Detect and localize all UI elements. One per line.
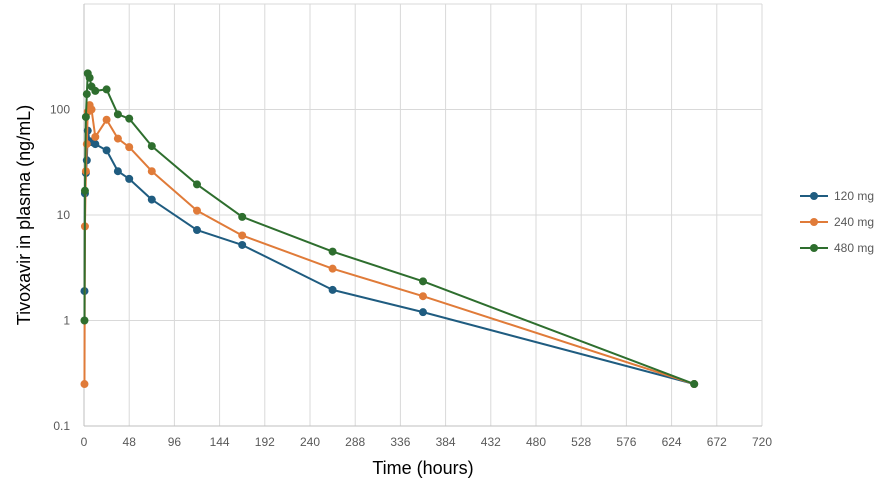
legend-swatch-marker	[810, 192, 818, 200]
data-point	[125, 174, 134, 183]
data-point	[328, 247, 337, 256]
y-tick-label: 1	[63, 314, 70, 328]
data-point	[193, 226, 201, 235]
y-tick-label: 0.1	[53, 419, 70, 433]
data-point	[238, 231, 247, 240]
x-tick-label: 528	[571, 435, 591, 449]
data-point	[419, 277, 427, 286]
data-point	[80, 316, 89, 325]
data-point	[87, 105, 96, 114]
x-tick-label: 0	[81, 435, 88, 449]
data-point	[125, 114, 134, 123]
legend-item: 240 mg	[800, 215, 874, 229]
x-tick-label: 96	[168, 435, 182, 449]
x-tick-label: 672	[707, 435, 727, 449]
data-point	[91, 140, 100, 149]
x-tick-label: 480	[526, 435, 546, 449]
legend-item: 480 mg	[800, 241, 874, 255]
y-axis-title: Tivoxavir in plasma (ng/mL)	[14, 105, 34, 325]
x-tick-label: 288	[345, 435, 365, 449]
data-point	[193, 206, 201, 215]
data-point	[91, 132, 100, 141]
data-point	[419, 308, 427, 317]
data-point	[102, 146, 111, 155]
legend: 120 mg 240 mg 480 mg	[800, 189, 874, 255]
data-point	[81, 112, 90, 121]
data-point	[102, 85, 111, 94]
data-point	[82, 90, 91, 99]
series-layer	[80, 69, 699, 389]
x-tick-label: 48	[123, 435, 137, 449]
data-point	[82, 140, 91, 149]
legend-item: 120 mg	[800, 189, 874, 203]
x-tick-label: 144	[210, 435, 230, 449]
data-point	[147, 167, 156, 176]
legend-label: 120 mg	[834, 189, 874, 203]
legend-label: 240 mg	[834, 215, 874, 229]
x-tick-label: 336	[390, 435, 410, 449]
data-point	[419, 292, 427, 301]
data-point	[80, 380, 89, 389]
data-point	[147, 142, 156, 151]
x-axis-title: Time (hours)	[372, 458, 473, 478]
data-point	[80, 186, 89, 195]
grid	[84, 3, 763, 427]
y-tick-label: 100	[50, 103, 70, 117]
data-point	[238, 212, 247, 221]
data-point	[85, 73, 94, 82]
x-tick-label: 720	[752, 435, 772, 449]
series-120-mg	[80, 126, 699, 389]
x-tick-label: 240	[300, 435, 320, 449]
series-line	[83, 72, 695, 385]
x-tick-label: 432	[481, 435, 501, 449]
legend-swatch-marker	[810, 244, 818, 252]
x-tick-labels: 0 48 96 144 192 240 288 336 384 432 480 528 576 624 67…	[81, 435, 773, 449]
data-point	[113, 167, 122, 176]
x-tick-label: 192	[255, 435, 275, 449]
data-point	[102, 115, 111, 124]
data-point	[91, 86, 100, 95]
data-point	[147, 195, 156, 204]
series-240-mg	[80, 101, 699, 389]
data-point	[690, 380, 699, 389]
legend-swatch-marker	[810, 218, 818, 226]
y-tick-label: 10	[57, 208, 71, 222]
x-tick-label: 576	[616, 435, 636, 449]
series-line	[83, 129, 695, 385]
data-point	[113, 110, 122, 119]
series-line	[83, 104, 695, 385]
data-point	[238, 240, 247, 249]
x-tick-label: 384	[436, 435, 456, 449]
y-tick-labels: 0.1 1 10 100	[50, 103, 70, 434]
data-point	[113, 134, 122, 143]
data-point	[328, 264, 337, 273]
data-point	[328, 285, 337, 294]
legend-label: 480 mg	[834, 241, 874, 255]
data-point	[193, 180, 201, 189]
series-480-mg	[80, 69, 699, 389]
data-point	[125, 143, 134, 152]
x-tick-label: 624	[662, 435, 682, 449]
